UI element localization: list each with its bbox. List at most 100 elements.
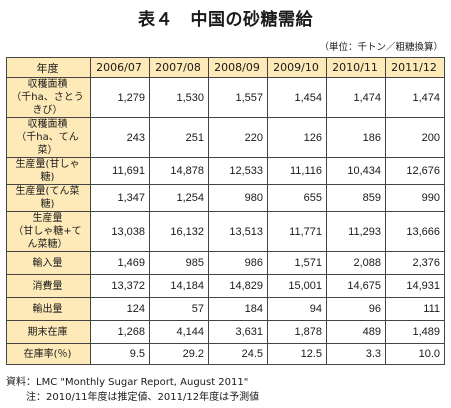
- value-cell: 13,372: [90, 274, 150, 298]
- value-cell: 986: [208, 251, 268, 275]
- value-cell: 14,878: [149, 157, 209, 185]
- row-label-main: 収穫面積: [27, 79, 68, 90]
- row-label: 生産量(甘しゃ糖): [6, 157, 91, 185]
- table-title: 表４ 中国の砂糖需給: [138, 10, 313, 30]
- row-label: 輸出量: [6, 297, 91, 321]
- value-cell: 3.3: [326, 343, 386, 365]
- value-cell: 15,001: [267, 274, 327, 298]
- row-label-main: 生産量: [32, 213, 63, 224]
- table-row: 収穫面積 （千ha、さとうきび） 1,279 1,530 1,557 1,454 …: [6, 77, 445, 118]
- value-cell: 94: [267, 297, 327, 321]
- header-label: 年度: [6, 57, 91, 78]
- value-cell: 124: [90, 297, 150, 321]
- row-label: 消費量: [6, 274, 91, 298]
- value-cell: 1,530: [149, 77, 209, 118]
- row-label: 収穫面積 （千ha、さとうきび）: [6, 77, 91, 118]
- year-header: 2010/11: [326, 57, 386, 78]
- header-row: 年度 2006/07 2007/08 2008/09 2009/10 2010/…: [6, 57, 445, 78]
- value-cell: 57: [149, 297, 209, 321]
- value-cell: 1,878: [267, 320, 327, 344]
- year-header: 2008/09: [208, 57, 268, 78]
- row-label-sub: （千ha、さとうきび）: [11, 92, 84, 116]
- value-cell: 10,434: [326, 157, 386, 185]
- value-cell: 11,293: [326, 211, 386, 252]
- row-label-main: 収穫面積: [27, 119, 68, 130]
- row-label: 生産量 （甘しゃ糖+てん菜糖）: [6, 211, 91, 252]
- value-cell: 126: [267, 117, 327, 158]
- value-cell: 13,666: [385, 211, 445, 252]
- value-cell: 14,829: [208, 274, 268, 298]
- value-cell: 243: [90, 117, 150, 158]
- sugar-supply-demand-table: 年度 2006/07 2007/08 2008/09 2009/10 2010/…: [6, 57, 445, 365]
- value-cell: 14,931: [385, 274, 445, 298]
- value-cell: 3,631: [208, 320, 268, 344]
- value-cell: 1,454: [267, 77, 327, 118]
- value-cell: 24.5: [208, 343, 268, 365]
- row-label-sub: （甘しゃ糖+てん菜糖）: [13, 226, 82, 250]
- value-cell: 980: [208, 184, 268, 212]
- table-row: 期末在庫 1,268 4,144 3,631 1,878 489 1,489: [6, 320, 445, 344]
- value-cell: 1,557: [208, 77, 268, 118]
- value-cell: 1,474: [326, 77, 386, 118]
- value-cell: 489: [326, 320, 386, 344]
- value-cell: 12,676: [385, 157, 445, 185]
- notes: 資料：LMC "Monthly Sugar Report, August 201…: [6, 375, 259, 405]
- value-cell: 13,513: [208, 211, 268, 252]
- row-label: 期末在庫: [6, 320, 91, 344]
- value-cell: 1,347: [90, 184, 150, 212]
- row-label: 輸入量: [6, 251, 91, 275]
- table-row: 輸入量 1,469 985 986 1,571 2,088 2,376: [6, 251, 445, 275]
- value-cell: 990: [385, 184, 445, 212]
- row-label: 在庫率(％): [6, 343, 91, 365]
- value-cell: 1,474: [385, 77, 445, 118]
- value-cell: 220: [208, 117, 268, 158]
- value-cell: 1,279: [90, 77, 150, 118]
- year-header: 2009/10: [267, 57, 327, 78]
- value-cell: 2,376: [385, 251, 445, 275]
- value-cell: 11,771: [267, 211, 327, 252]
- value-cell: 985: [149, 251, 209, 275]
- value-cell: 10.0: [385, 343, 445, 365]
- value-cell: 9.5: [90, 343, 150, 365]
- value-cell: 96: [326, 297, 386, 321]
- year-header: 2011/12: [385, 57, 445, 78]
- value-cell: 186: [326, 117, 386, 158]
- row-label-sub: （千ha、てん菜）: [16, 132, 79, 156]
- value-cell: 2,088: [326, 251, 386, 275]
- row-label: 収穫面積 （千ha、てん菜）: [6, 117, 91, 158]
- value-cell: 11,116: [267, 157, 327, 185]
- value-cell: 1,254: [149, 184, 209, 212]
- value-cell: 29.2: [149, 343, 209, 365]
- year-header: 2007/08: [149, 57, 209, 78]
- table-row: 輸出量 124 57 184 94 96 111: [6, 297, 445, 321]
- value-cell: 1,571: [267, 251, 327, 275]
- value-cell: 14,675: [326, 274, 386, 298]
- value-cell: 1,268: [90, 320, 150, 344]
- table-row: 消費量 13,372 14,184 14,829 15,001 14,675 1…: [6, 274, 445, 298]
- row-label: 生産量(てん菜糖): [6, 184, 91, 212]
- table-row: 生産量(甘しゃ糖) 11,691 14,878 12,533 11,116 10…: [6, 157, 445, 185]
- footnote: 注：2010/11年度は推定値、2011/12年度は予測値: [26, 392, 260, 403]
- value-cell: 251: [149, 117, 209, 158]
- value-cell: 655: [267, 184, 327, 212]
- table-row: 収穫面積 （千ha、てん菜） 243 251 220 126 186 200: [6, 117, 445, 158]
- value-cell: 4,144: [149, 320, 209, 344]
- value-cell: 11,691: [90, 157, 150, 185]
- value-cell: 16,132: [149, 211, 209, 252]
- value-cell: 184: [208, 297, 268, 321]
- table-row: 生産量(てん菜糖) 1,347 1,254 980 655 859 990: [6, 184, 445, 212]
- table-row: 在庫率(％) 9.5 29.2 24.5 12.5 3.3 10.0: [6, 343, 445, 365]
- source-note: 資料：LMC "Monthly Sugar Report, August 201…: [6, 377, 249, 388]
- value-cell: 1,469: [90, 251, 150, 275]
- value-cell: 111: [385, 297, 445, 321]
- year-header: 2006/07: [90, 57, 150, 78]
- value-cell: 12.5: [267, 343, 327, 365]
- table-row: 生産量 （甘しゃ糖+てん菜糖） 13,038 16,132 13,513 11,7…: [6, 211, 445, 252]
- value-cell: 14,184: [149, 274, 209, 298]
- value-cell: 200: [385, 117, 445, 158]
- value-cell: 12,533: [208, 157, 268, 185]
- value-cell: 13,038: [90, 211, 150, 252]
- value-cell: 859: [326, 184, 386, 212]
- unit-note: （単位：千トン／粗糖換算）: [319, 42, 443, 53]
